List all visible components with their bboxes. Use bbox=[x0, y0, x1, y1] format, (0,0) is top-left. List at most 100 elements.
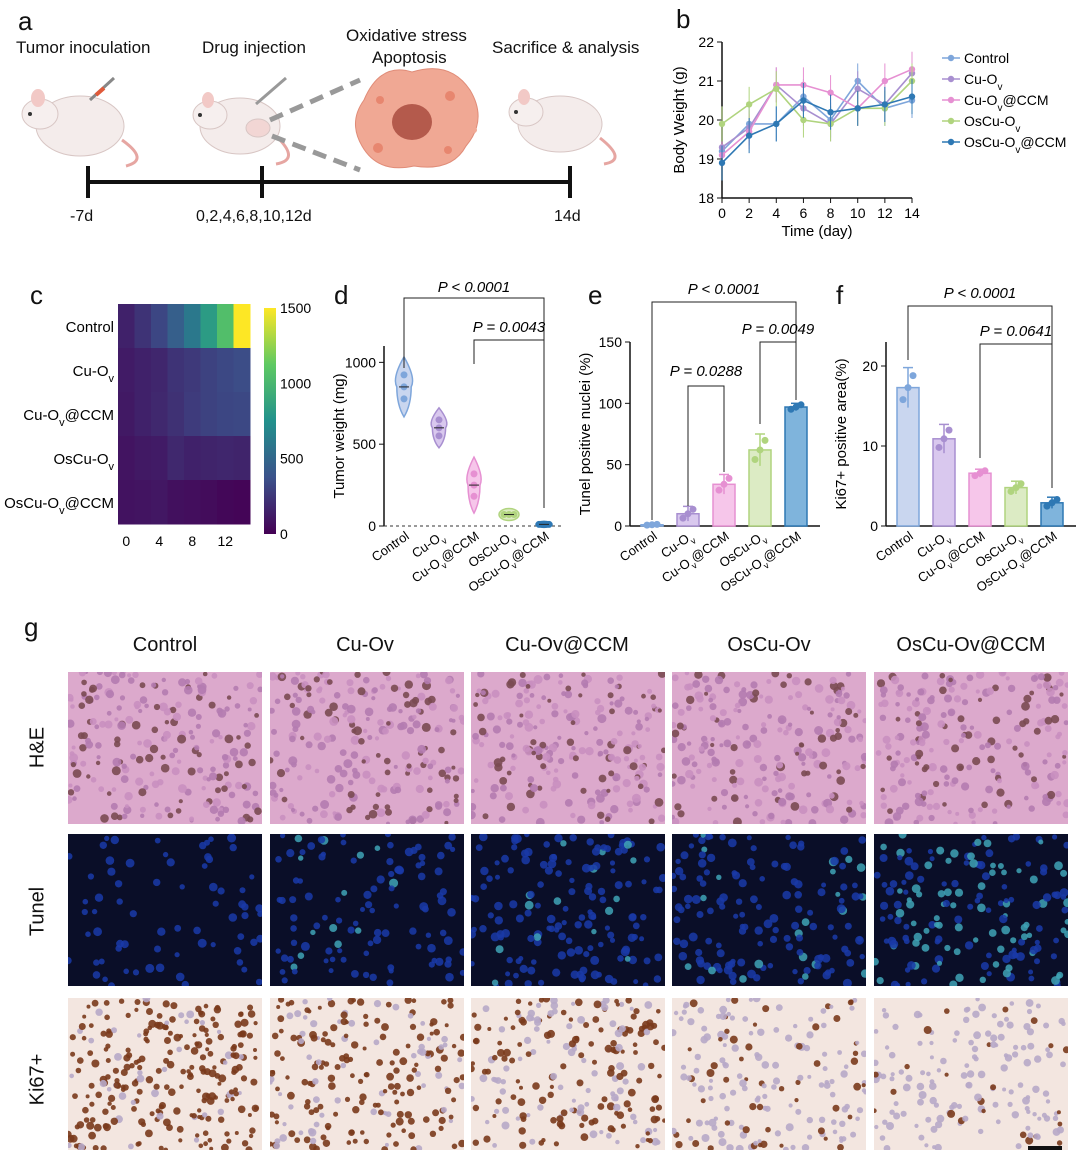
data-point bbox=[981, 467, 989, 475]
data-point bbox=[718, 120, 726, 128]
data-point bbox=[653, 520, 661, 528]
y-tick-label: 0 bbox=[368, 518, 376, 534]
column-header-cuovccm: Cu-Ov@CCM bbox=[505, 634, 629, 656]
heatmap-cell bbox=[118, 348, 135, 393]
schematic-illustration bbox=[21, 68, 617, 198]
p-value-label: P = 0.0641 bbox=[980, 323, 1052, 340]
data-point bbox=[881, 101, 889, 108]
legend-label: Cu-Ov bbox=[964, 71, 1002, 93]
data-point bbox=[800, 97, 807, 104]
mouse-icon bbox=[21, 76, 139, 168]
heatmap-cell bbox=[151, 392, 168, 437]
data-point bbox=[800, 116, 807, 124]
data-point bbox=[435, 416, 443, 424]
data-point bbox=[648, 521, 656, 529]
row-label: OsCu-Ov bbox=[53, 451, 114, 473]
y-axis-label: Ki67+ positive area(%) bbox=[833, 358, 850, 509]
data-point bbox=[751, 456, 759, 464]
x-tick-label: 12 bbox=[217, 533, 233, 549]
p-value-label: P < 0.0001 bbox=[438, 279, 510, 296]
heatmap-cell bbox=[200, 480, 218, 525]
panel-label-g: g bbox=[24, 612, 39, 642]
y-tick-label: 22 bbox=[698, 34, 714, 50]
heatmap-cell bbox=[134, 480, 152, 525]
x-tick-label: 4 bbox=[155, 533, 163, 549]
heatmap-cell bbox=[118, 392, 135, 437]
heatmap-cell bbox=[151, 480, 168, 525]
series-line-2 bbox=[721, 72, 913, 148]
heatmap-cell bbox=[217, 304, 234, 349]
y-tick-label: 20 bbox=[862, 358, 878, 374]
micrograph-ki67-oscuovccm bbox=[874, 998, 1068, 1150]
data-point bbox=[854, 105, 861, 112]
y-tick-label: 1000 bbox=[345, 354, 376, 370]
x-tick-label: 6 bbox=[800, 205, 808, 221]
panel-label-a: a bbox=[18, 6, 33, 36]
apoptosis-tumor-icon bbox=[355, 68, 479, 169]
heatmap-cell bbox=[167, 480, 185, 525]
micrograph-he-oscuov bbox=[672, 672, 866, 824]
legend-label: OsCu-Ov bbox=[964, 113, 1020, 135]
micrograph-tunel-oscuovccm bbox=[874, 834, 1068, 986]
micrograph-tunel-control bbox=[68, 834, 262, 986]
step-sacrifice-analysis: Sacrifice & analysis bbox=[492, 38, 640, 57]
data-point bbox=[773, 120, 780, 128]
column-header-control: Control bbox=[132, 634, 198, 656]
data-point bbox=[689, 505, 697, 513]
data-point bbox=[908, 93, 916, 100]
scale-bar bbox=[1028, 1146, 1062, 1150]
heatmap-cell bbox=[200, 392, 218, 437]
legend-label: OsCu-Ov@CCM bbox=[964, 134, 1066, 156]
data-point bbox=[827, 89, 834, 96]
heatmap-cell bbox=[167, 304, 185, 349]
y-tick-label: 21 bbox=[698, 73, 714, 89]
data-point bbox=[761, 436, 769, 444]
x-tick-label: 0 bbox=[718, 205, 726, 221]
legend-marker bbox=[947, 117, 955, 125]
heatmap-cell bbox=[134, 348, 152, 393]
data-point bbox=[470, 492, 478, 500]
heatmap-cell bbox=[200, 348, 218, 393]
panel-label-e: e bbox=[588, 280, 603, 310]
y-tick-label: 150 bbox=[599, 334, 623, 350]
data-point bbox=[1017, 480, 1025, 488]
heatmap-cell bbox=[233, 304, 251, 349]
column-header-oscuov: OsCu-Ov bbox=[727, 634, 811, 656]
micrograph-ki67-control bbox=[68, 998, 262, 1150]
heatmap-cell bbox=[184, 348, 201, 393]
data-point bbox=[720, 480, 728, 488]
row-label: Cu-Ov bbox=[73, 363, 115, 385]
data-point bbox=[881, 77, 889, 85]
panel-label-b: b bbox=[676, 4, 691, 34]
significance-bracket bbox=[473, 339, 545, 508]
micrograph-tunel-oscuov bbox=[672, 834, 866, 986]
timeline-label-start: -7d bbox=[70, 208, 94, 225]
timeline-label-injection: 0,2,4,6,8,10,12d bbox=[196, 208, 312, 225]
legend-marker bbox=[947, 138, 955, 146]
p-value-label: P < 0.0001 bbox=[944, 285, 1016, 302]
p-value-label: P = 0.0288 bbox=[670, 363, 743, 380]
heatmap-cell bbox=[134, 392, 152, 437]
row-label: Cu-Ov@CCM bbox=[23, 407, 114, 429]
mouse-icon bbox=[192, 76, 362, 173]
heatmap-cell bbox=[151, 436, 168, 481]
micrograph-he-cuovccm bbox=[471, 672, 665, 824]
data-point bbox=[725, 474, 733, 482]
y-tick-label: 18 bbox=[698, 190, 714, 206]
heatmap-cell bbox=[200, 436, 218, 481]
data-point bbox=[827, 109, 834, 116]
data-point bbox=[797, 401, 805, 409]
data-point bbox=[1048, 499, 1056, 507]
x-axis-label: Time (day) bbox=[781, 223, 852, 240]
micrograph-tunel-cuovccm bbox=[471, 834, 665, 986]
x-tick-label: Control bbox=[873, 528, 916, 564]
data-point bbox=[745, 132, 753, 139]
data-point bbox=[940, 435, 948, 443]
legend-label: Control bbox=[964, 50, 1009, 66]
micrograph-ki67-cuov bbox=[270, 998, 464, 1150]
series-line-5 bbox=[721, 95, 913, 164]
y-tick-label: 0 bbox=[614, 518, 622, 534]
y-tick-label: 50 bbox=[606, 457, 622, 473]
data-point bbox=[854, 85, 861, 92]
